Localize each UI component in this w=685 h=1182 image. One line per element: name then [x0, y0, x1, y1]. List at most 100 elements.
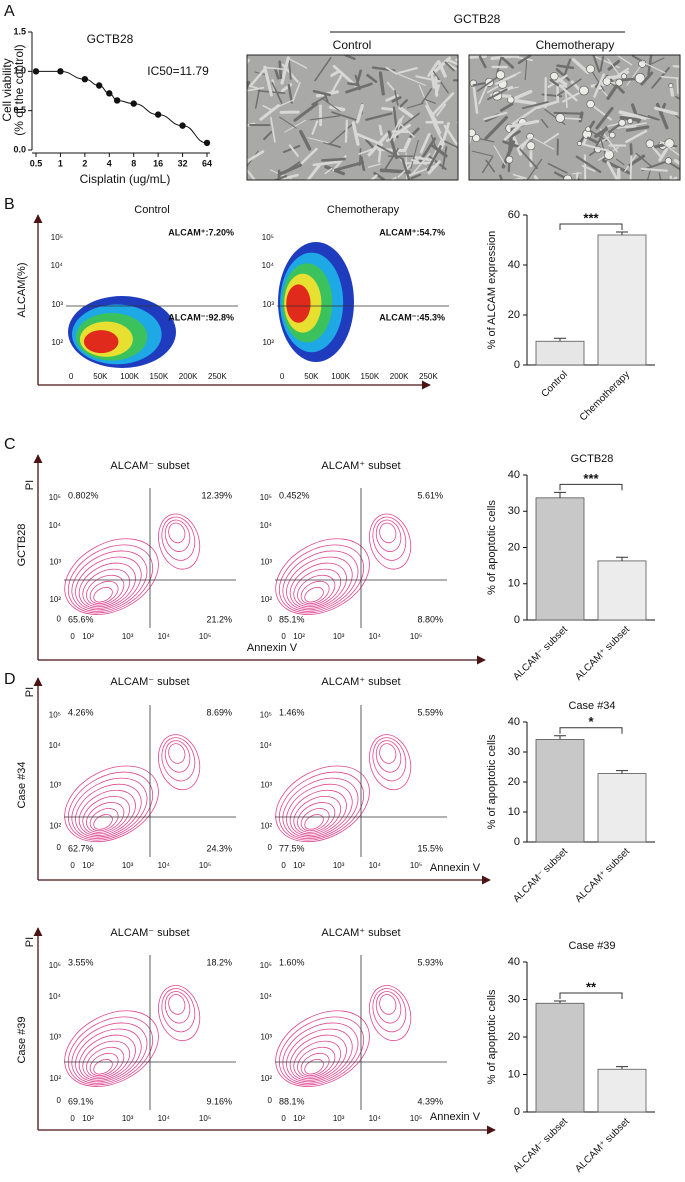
y-tick-label: 1.0 — [13, 66, 26, 76]
cell — [397, 112, 420, 130]
x-tick-label: ALCAM⁺ subset — [573, 1116, 632, 1175]
x-tick-label: 10⁵ — [410, 861, 422, 870]
cell — [355, 103, 364, 124]
plot-title: Chemotherapy — [327, 204, 400, 216]
cell — [637, 113, 660, 121]
cell — [432, 56, 451, 75]
point — [32, 68, 40, 75]
x-tick-label: 150K — [150, 372, 169, 381]
gate-label: ALCAM⁻:45.3% — [379, 312, 445, 322]
cell — [270, 99, 294, 111]
cell — [444, 61, 455, 72]
cell — [270, 116, 276, 143]
quadrant-label: 5.59% — [417, 707, 443, 717]
cell — [410, 159, 427, 165]
micrograph-frame — [246, 54, 459, 181]
cell — [672, 65, 680, 68]
y-tick-label: 30 — [508, 746, 520, 758]
y-axis-label: ALCAM(%) — [16, 262, 28, 317]
quadrant-label: 0.802% — [68, 490, 99, 500]
cell — [469, 128, 476, 137]
contour — [304, 586, 324, 603]
y-tick-label: 10³ — [260, 781, 272, 790]
error-bar — [616, 1066, 628, 1070]
x-tick-label: 8 — [131, 158, 136, 168]
y-tick-label: 10⁴ — [260, 992, 273, 1001]
cell — [640, 71, 654, 86]
error-bar — [616, 770, 628, 774]
cell — [535, 100, 560, 110]
cell — [307, 137, 329, 144]
x-tick-label: 10⁵ — [410, 1114, 422, 1123]
significance-bracket — [559, 992, 623, 999]
contour — [161, 737, 196, 782]
cell — [274, 68, 280, 80]
quadrant-label: 4.26% — [68, 707, 94, 717]
cell — [444, 140, 458, 149]
cell — [330, 69, 341, 77]
error-bar — [554, 1000, 566, 1004]
cell — [414, 156, 435, 162]
contour — [278, 544, 365, 614]
contour — [297, 1046, 336, 1078]
x-tick-label: 0 — [69, 372, 74, 381]
cell — [287, 57, 292, 80]
contour — [293, 795, 342, 835]
y-tick-label: 0 — [268, 843, 273, 852]
y-axis-label: Case #39 — [16, 1016, 28, 1063]
cell — [526, 141, 536, 151]
contour — [275, 1010, 370, 1087]
x-tick-label: 10⁴ — [158, 1114, 171, 1123]
cell — [543, 132, 560, 144]
chart-title: Case #39 — [568, 940, 615, 952]
cell — [247, 168, 256, 180]
bar — [597, 1068, 647, 1113]
cell — [658, 172, 662, 180]
x-tick-label: 250K — [419, 372, 438, 381]
contours — [64, 985, 201, 1087]
y-tick-label: 10³ — [49, 1032, 61, 1041]
bar — [535, 340, 585, 366]
x-tick-label: 16 — [153, 158, 163, 168]
contour — [67, 1016, 154, 1086]
y-tick-label: 10² — [49, 822, 61, 831]
cell — [526, 158, 543, 180]
cell — [675, 96, 680, 100]
x-tick-label: 10³ — [122, 1114, 134, 1123]
cell — [377, 148, 407, 153]
quadrant-label: 88.1% — [279, 1096, 305, 1106]
y-axis-label: Case #34 — [16, 761, 28, 808]
quadrant-label: 1.60% — [279, 957, 305, 967]
y-tick-label: 40 — [508, 469, 520, 481]
cell — [263, 66, 286, 71]
quadrant-label: 85.1% — [279, 614, 305, 624]
cell — [287, 84, 293, 104]
bar — [535, 739, 585, 843]
contour — [379, 522, 397, 544]
cell — [420, 88, 433, 105]
cell — [247, 58, 250, 65]
y-tick-label: 0 — [268, 615, 273, 624]
contour — [93, 586, 113, 603]
point — [203, 139, 211, 147]
cell — [490, 55, 520, 61]
cell — [277, 163, 303, 176]
cell — [646, 168, 652, 180]
point — [95, 82, 103, 89]
cell — [403, 137, 412, 152]
y-tick-label: 10⁵ — [49, 493, 61, 502]
cell — [378, 124, 383, 136]
quadrant-label: 18.2% — [206, 957, 232, 967]
y-tick-label: 10⁴ — [51, 261, 64, 270]
x-tick-label: 50K — [304, 372, 319, 381]
cell — [625, 125, 650, 132]
x-tick-label: 10³ — [333, 632, 345, 641]
cell — [587, 128, 608, 142]
x-tick-label: 10² — [293, 632, 305, 641]
cell — [484, 115, 509, 141]
cell — [345, 82, 373, 94]
y-axis-label: (% of the control) — [12, 44, 26, 135]
cell — [600, 138, 606, 154]
cell — [654, 106, 679, 116]
x-tick-label: ALCAM⁺ subset — [573, 624, 632, 683]
